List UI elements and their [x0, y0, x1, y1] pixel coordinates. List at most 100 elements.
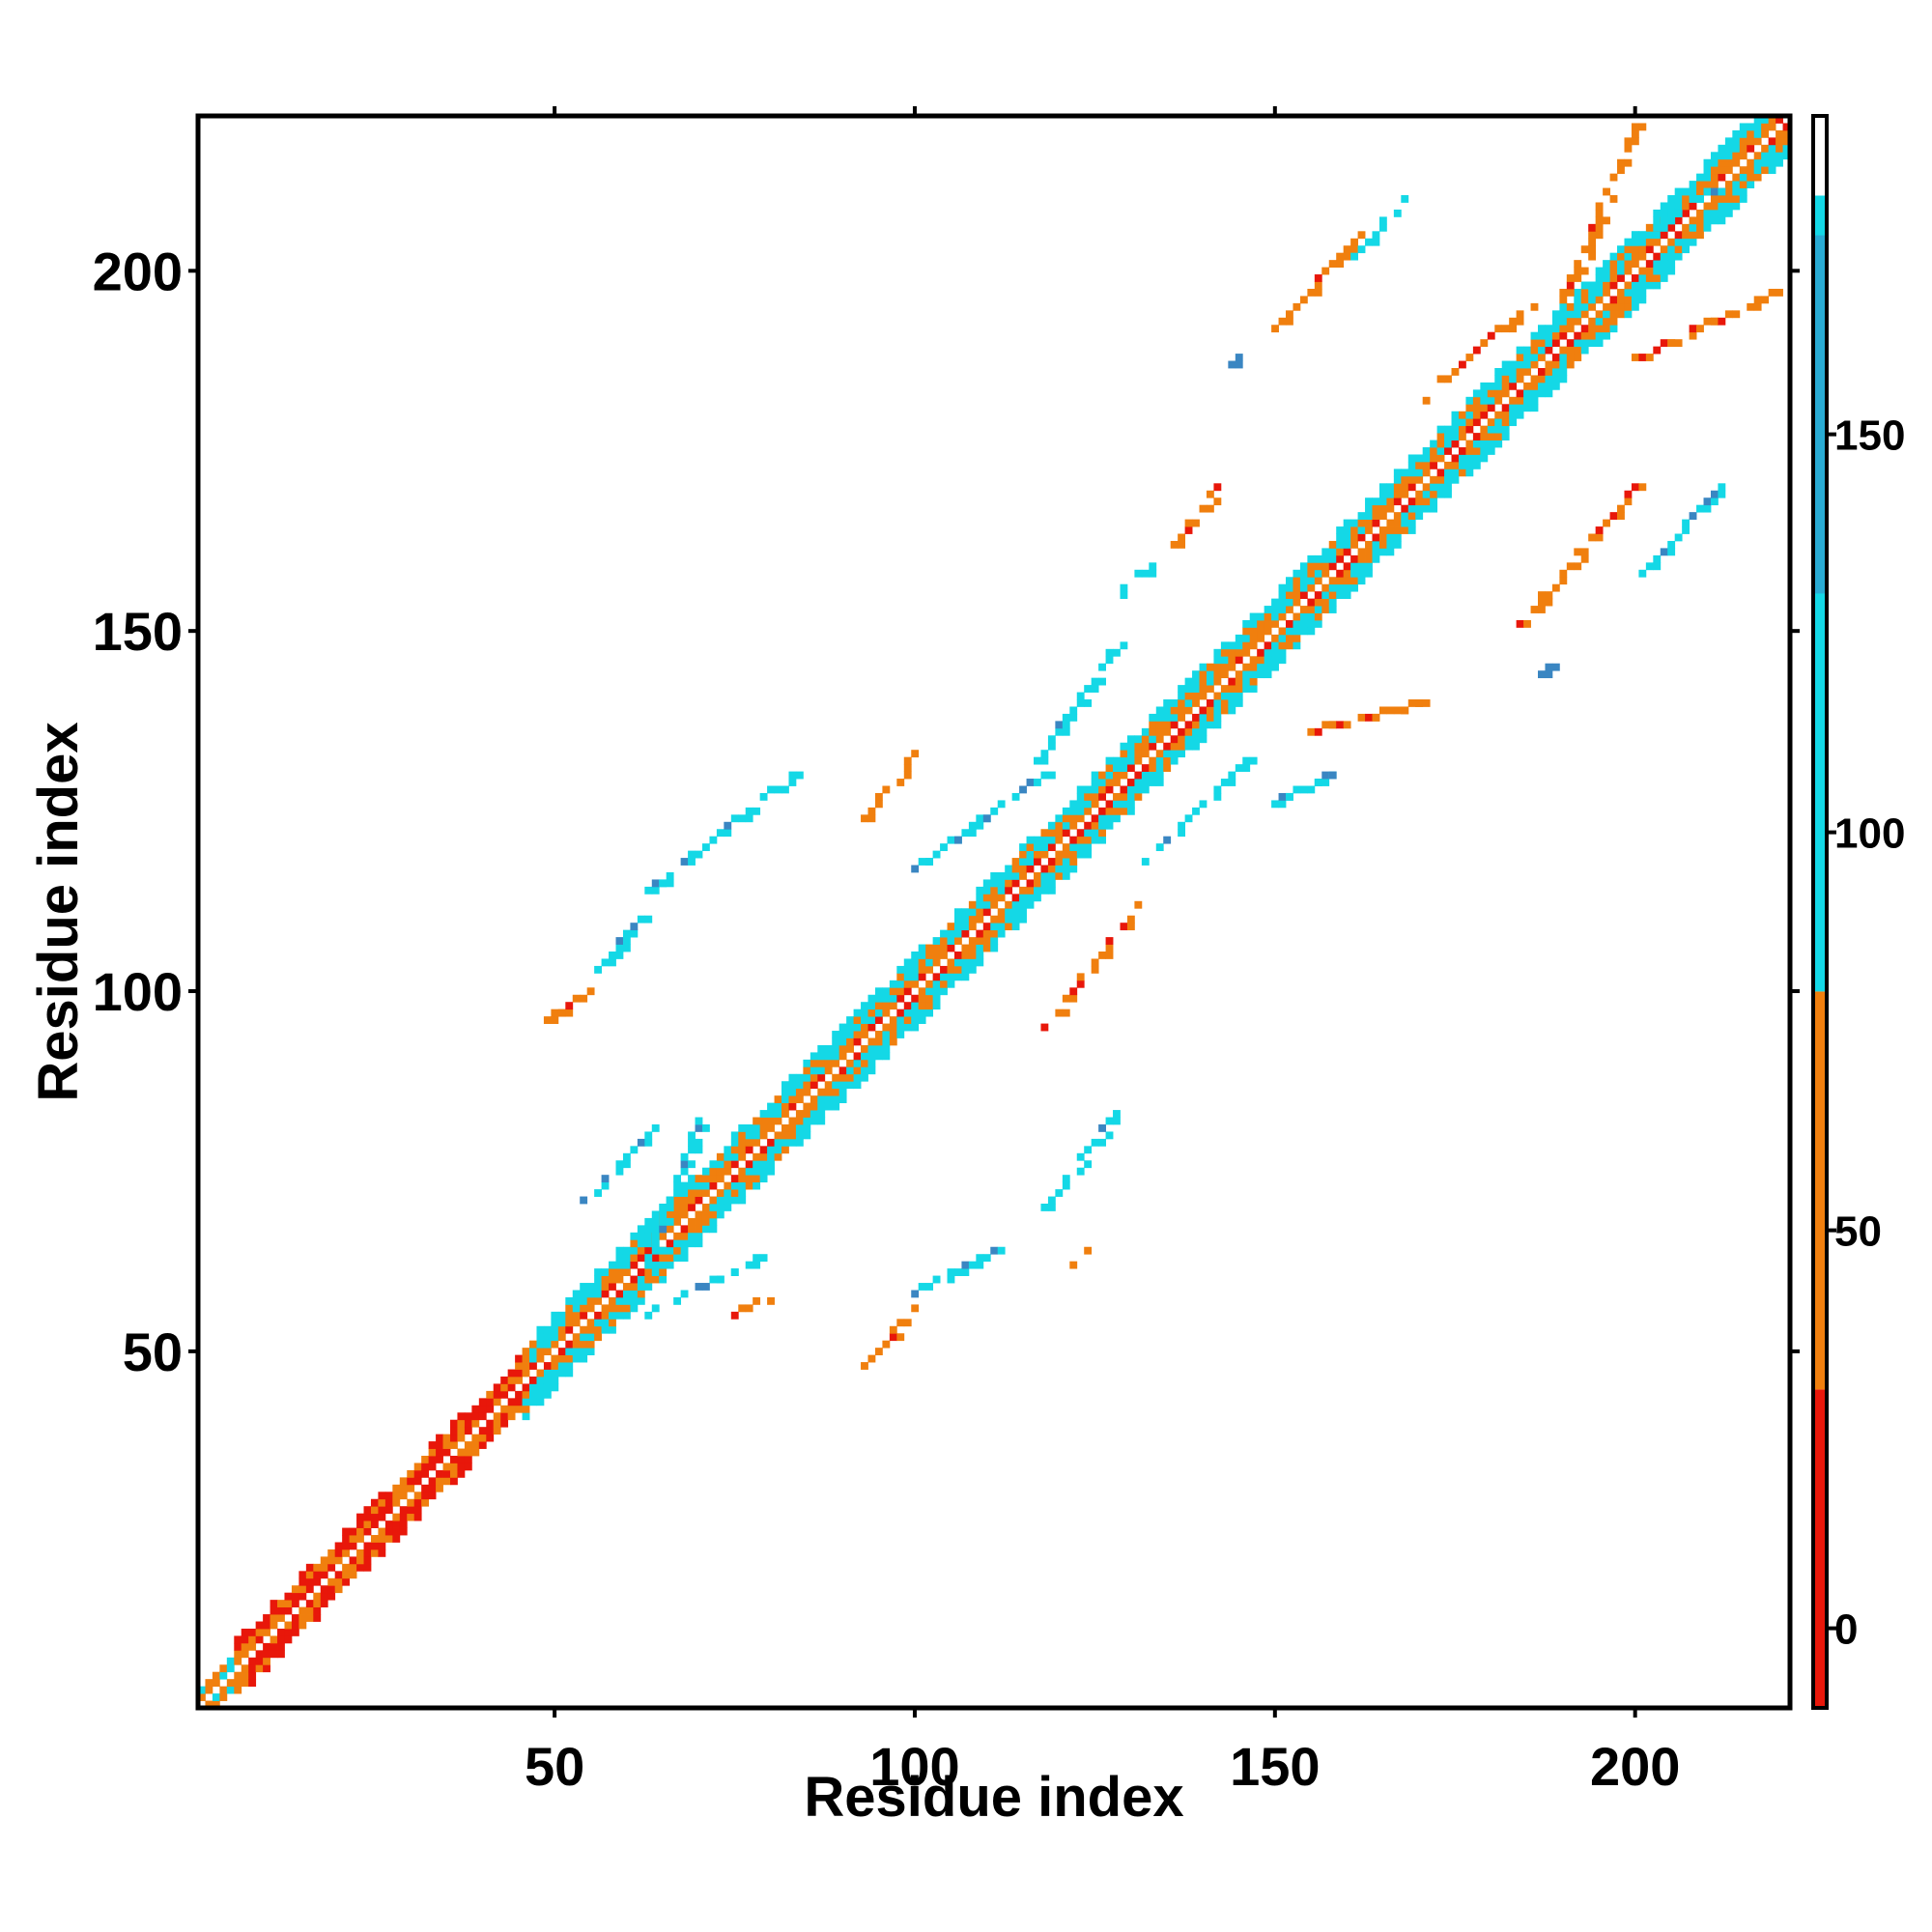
diagonal-cell — [1178, 692, 1186, 700]
diagonal-cell — [1228, 656, 1236, 665]
contact-cell — [615, 937, 624, 945]
diagonal-cell — [1732, 158, 1741, 167]
contact-cell — [990, 807, 999, 815]
diagonal-cell — [688, 1217, 696, 1226]
diagonal-cell — [1264, 670, 1272, 679]
diagonal-cell — [1465, 469, 1474, 477]
contact-cell — [1350, 238, 1358, 246]
diagonal-cell — [918, 987, 926, 996]
diagonal-cell — [1357, 526, 1366, 534]
diagonal-cell — [515, 1405, 523, 1413]
contact-cell — [1199, 800, 1208, 809]
diagonal-cell — [572, 1296, 581, 1305]
contact-cell — [1328, 260, 1337, 268]
diagonal-cell — [392, 1535, 401, 1543]
diagonal-cell — [832, 1052, 840, 1061]
diagonal-cell — [1660, 245, 1668, 254]
diagonal-cell — [1321, 591, 1330, 600]
diagonal-cell — [1509, 375, 1518, 384]
diagonal-cell — [1509, 360, 1518, 369]
diagonal-cell — [680, 1210, 689, 1219]
diagonal-cell — [1113, 764, 1121, 772]
diagonal-cell — [1321, 606, 1330, 613]
diagonal-cell — [1365, 497, 1373, 506]
diagonal-cell — [982, 937, 991, 945]
diagonal-cell — [1047, 865, 1056, 873]
contact-cell — [601, 1181, 610, 1190]
diagonal-cell — [1249, 685, 1258, 693]
contact-cell — [637, 915, 645, 923]
diagonal-cell — [1588, 296, 1597, 304]
contact-cell — [1595, 202, 1604, 211]
diagonal-cell — [1739, 144, 1747, 153]
diagonal-cell — [1199, 670, 1208, 679]
diagonal-cell — [990, 923, 999, 931]
diagonal-cell — [1386, 497, 1395, 506]
diagonal-cell — [399, 1506, 408, 1515]
diagonal-cell — [536, 1348, 545, 1356]
diagonal-cell — [803, 1059, 811, 1067]
contact-cell — [1120, 641, 1128, 650]
diagonal-cell — [255, 1664, 264, 1673]
diagonal-cell — [824, 1052, 833, 1061]
diagonal-cell — [838, 1031, 847, 1038]
diagonal-cell — [1293, 591, 1301, 600]
contact-cell — [651, 879, 660, 888]
diagonal-cell — [248, 1657, 257, 1665]
diagonal-cell — [1105, 764, 1114, 772]
contact-cell — [1213, 792, 1222, 801]
diagonal-cell — [1357, 519, 1366, 527]
diagonal-cell — [1155, 721, 1164, 729]
diagonal-cell — [1516, 360, 1524, 369]
diagonal-cell — [551, 1340, 559, 1349]
contact-cell — [701, 843, 710, 852]
diagonal-cell — [1011, 858, 1020, 866]
diagonal-cell — [1674, 238, 1683, 246]
diagonal-cell — [1126, 742, 1135, 751]
diagonal-cell — [1113, 807, 1121, 815]
diagonal-cell — [1271, 656, 1279, 665]
diagonal-cell — [1603, 260, 1610, 268]
diagonal-cell — [421, 1492, 430, 1500]
diagonal-cell — [1249, 619, 1258, 628]
contact-cell — [759, 1254, 768, 1263]
diagonal-cell — [1638, 238, 1647, 246]
diagonal-cell — [976, 915, 984, 923]
diagonal-cell — [1378, 512, 1387, 520]
diagonal-cell — [234, 1679, 242, 1688]
diagonal-cell — [853, 1081, 862, 1090]
diagonal-cell — [896, 973, 905, 981]
diagonal-cell — [1264, 606, 1272, 613]
diagonal-cell — [1365, 526, 1373, 534]
contact-cell — [1718, 483, 1726, 492]
diagonal-cell — [630, 1304, 639, 1313]
contact-cell — [1696, 325, 1704, 333]
contact-cell — [1062, 1181, 1070, 1190]
diagonal-cell — [1580, 346, 1589, 355]
diagonal-cell — [1184, 735, 1193, 744]
diagonal-cell — [918, 1016, 926, 1024]
contact-cell — [753, 807, 761, 815]
contact-cell — [861, 814, 868, 823]
diagonal-cell — [241, 1679, 249, 1688]
diagonal-cell — [1271, 648, 1279, 657]
diagonal-cell — [500, 1376, 509, 1384]
contact-cell — [911, 750, 920, 758]
diagonal-cell — [680, 1204, 689, 1211]
diagonal-cell — [1422, 483, 1431, 492]
diagonal-cell — [903, 965, 912, 974]
diagonal-cell — [1739, 152, 1747, 160]
diagonal-cell — [651, 1268, 660, 1276]
diagonal-cell — [1149, 771, 1157, 780]
diagonal-cell — [457, 1456, 466, 1463]
diagonal-cell — [730, 1146, 739, 1154]
contact-cell — [609, 952, 616, 959]
contact-cell — [1559, 569, 1568, 578]
diagonal-cell — [1228, 699, 1236, 707]
diagonal-cell — [925, 994, 934, 1003]
diagonal-cell — [903, 1009, 912, 1017]
contact-cell — [637, 1138, 645, 1147]
diagonal-cell — [1768, 116, 1776, 124]
diagonal-cell — [1091, 800, 1099, 809]
diagonal-cell — [334, 1577, 343, 1586]
